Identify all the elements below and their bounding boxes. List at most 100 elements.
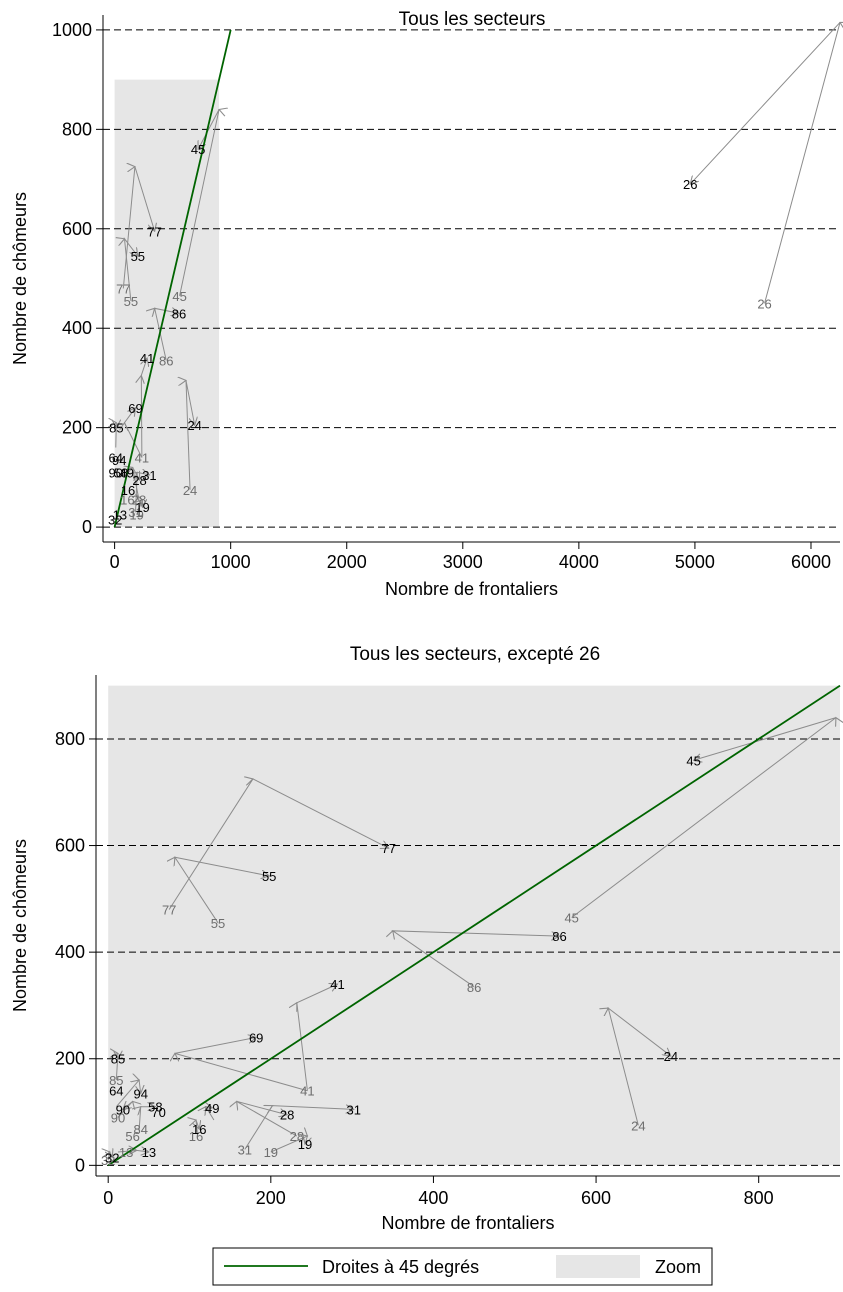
end-label-sector-85: 85 xyxy=(111,1052,125,1067)
legend-label-diagonal: Droites à 45 degrés xyxy=(322,1257,479,1277)
arrow-sector-41 xyxy=(141,358,147,458)
y-tick-label: 0 xyxy=(75,1155,85,1175)
start-label-sector-19: 19 xyxy=(264,1145,278,1160)
legend-label-zoom: Zoom xyxy=(655,1257,701,1277)
start-label-sector-31: 31 xyxy=(128,505,142,520)
start-label-sector-85: 85 xyxy=(109,1073,123,1088)
y-tick-label: 800 xyxy=(62,119,92,139)
end-label-sector-55: 55 xyxy=(262,869,276,884)
end-label-sector-41: 41 xyxy=(330,977,344,992)
end-label-sector-13: 13 xyxy=(142,1145,156,1160)
arrow-sector-16 xyxy=(196,1120,199,1137)
end-label-sector-49: 49 xyxy=(205,1101,219,1116)
end-label-sector-49: 49 xyxy=(120,465,134,480)
x-tick-label: 800 xyxy=(744,1188,774,1208)
end-label-sector-86: 86 xyxy=(172,306,186,321)
arrow-sector-58 xyxy=(139,1107,155,1131)
start-label-sector-31: 31 xyxy=(238,1142,252,1157)
end-label-sector-32: 32 xyxy=(108,513,122,528)
start-label-sector-84: 84 xyxy=(133,1122,147,1137)
start-label-sector-16: 16 xyxy=(189,1129,203,1144)
arrow-sector-94 xyxy=(115,1080,140,1108)
start-label-sector-24: 24 xyxy=(183,483,197,498)
end-label-sector-28: 28 xyxy=(132,473,146,488)
end-label-sector-64: 64 xyxy=(109,1084,123,1099)
end-label-sector-69: 69 xyxy=(249,1030,263,1045)
y-tick-label: 600 xyxy=(55,836,85,856)
arrow-sector-69 xyxy=(175,1037,308,1092)
arrow-sector-86 xyxy=(155,308,179,361)
arrow-sector-28 xyxy=(133,467,140,500)
arrow-sector-90 xyxy=(117,1101,133,1118)
start-label-sector-24: 24 xyxy=(631,1118,645,1133)
x-tick-label: 400 xyxy=(418,1188,448,1208)
end-label-sector-64: 64 xyxy=(109,450,123,465)
legend-area-swatch xyxy=(556,1255,640,1278)
start-label-sector-90: 90 xyxy=(111,1110,125,1125)
start-label-sector-45: 45 xyxy=(564,911,578,926)
arrow-sector-19 xyxy=(270,1136,308,1153)
x-tick-label: 4000 xyxy=(559,552,599,572)
x-tick-label: 0 xyxy=(103,1188,113,1208)
y-axis-label: Nombre de chômeurs xyxy=(10,839,30,1012)
chart-title: Tous les secteurs, excepté 26 xyxy=(350,644,600,665)
x-tick-label: 1000 xyxy=(211,552,251,572)
x-axis-label: Nombre de frontaliers xyxy=(385,579,558,599)
arrow-sector-41 xyxy=(297,984,338,1091)
end-label-sector-31: 31 xyxy=(142,468,156,483)
start-label-sector-45: 45 xyxy=(172,289,186,304)
end-label-sector-16: 16 xyxy=(121,483,135,498)
end-label-sector-26: 26 xyxy=(683,177,697,192)
end-label-sector-13: 13 xyxy=(113,508,127,523)
end-label-sector-70: 70 xyxy=(151,1105,165,1120)
end-label-sector-55: 55 xyxy=(131,249,145,264)
start-label-sector-86: 86 xyxy=(467,980,481,995)
x-tick-label: 200 xyxy=(256,1188,286,1208)
x-tick-label: 3000 xyxy=(443,552,483,572)
arrow-sector-69 xyxy=(124,408,143,458)
arrow-sector-55 xyxy=(175,857,269,924)
start-label-sector-32: 32 xyxy=(101,1153,115,1168)
end-label-sector-94: 94 xyxy=(112,453,126,468)
start-label-sector-28: 28 xyxy=(132,493,146,508)
end-label-sector-16: 16 xyxy=(192,1122,206,1137)
y-tick-label: 400 xyxy=(55,942,85,962)
end-label-sector-58: 58 xyxy=(148,1100,162,1115)
x-tick-label: 6000 xyxy=(791,552,831,572)
start-label-sector-19: 19 xyxy=(129,508,143,523)
arrow-sector-26 xyxy=(690,22,840,304)
arrow-sector-19 xyxy=(137,500,143,515)
arrow-sector-28 xyxy=(237,1101,298,1137)
start-label-sector-28: 28 xyxy=(290,1129,304,1144)
end-label-sector-32: 32 xyxy=(105,1150,119,1165)
y-tick-label: 600 xyxy=(62,219,92,239)
x-tick-label: 2000 xyxy=(327,552,367,572)
end-label-sector-77: 77 xyxy=(147,224,161,239)
end-label-sector-24: 24 xyxy=(187,418,201,433)
diagonal-45-line xyxy=(107,684,841,1167)
start-label-sector-13: 13 xyxy=(119,1145,133,1160)
start-label-sector-77: 77 xyxy=(116,281,130,296)
end-label-sector-28: 28 xyxy=(280,1108,294,1123)
end-label-sector-90: 90 xyxy=(109,465,123,480)
start-label-sector-41: 41 xyxy=(300,1084,314,1099)
start-label-sector-55: 55 xyxy=(211,916,225,931)
end-label-sector-58: 58 xyxy=(114,465,128,480)
end-label-sector-31: 31 xyxy=(347,1102,361,1117)
arrow-sector-49 xyxy=(206,1107,215,1121)
start-label-sector-55: 55 xyxy=(124,294,138,309)
end-label-sector-45: 45 xyxy=(686,753,700,768)
end-label-sector-94: 94 xyxy=(133,1086,147,1101)
start-label-sector-26: 26 xyxy=(757,296,771,311)
x-axis-label: Nombre de frontaliers xyxy=(381,1213,554,1233)
y-tick-label: 1000 xyxy=(52,20,92,40)
x-tick-label: 5000 xyxy=(675,552,715,572)
start-label-sector-86: 86 xyxy=(159,354,173,369)
plot-area: 0 200 400 600 800 0 200 400 600 800 45 77 55 86 41 24 85… xyxy=(55,675,840,1208)
arrow-sector-55 xyxy=(124,239,137,301)
x-tick-label: 0 xyxy=(110,552,120,572)
arrow-sector-86 xyxy=(393,931,560,988)
legend: Droites à 45 degrés Zoom xyxy=(212,1247,713,1286)
chart-all-sectors-except-26: 0 200 400 600 800 0 200 400 600 800 45 77 55 86 41 24 85… xyxy=(10,644,840,1233)
